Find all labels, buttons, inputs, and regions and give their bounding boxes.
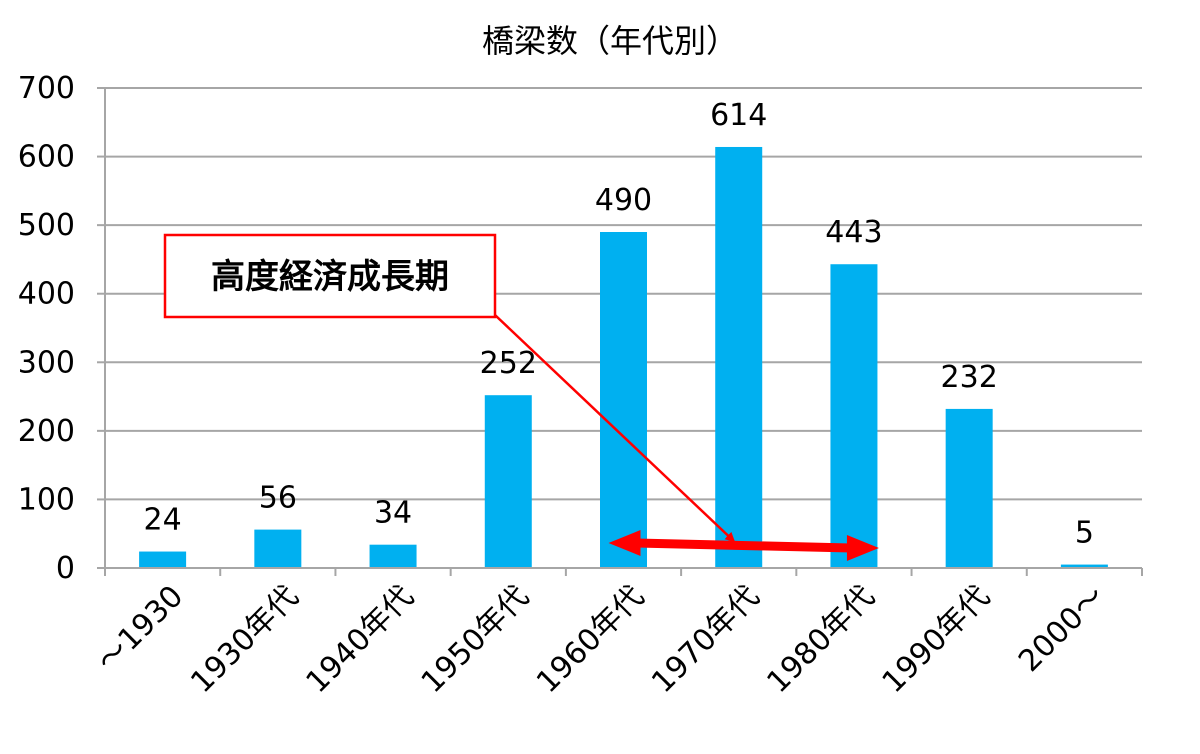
x-tick-label: 2000～ <box>1012 579 1112 679</box>
y-tick-label: 400 <box>18 277 75 312</box>
bar <box>139 551 187 568</box>
y-tick-label: 0 <box>56 551 75 586</box>
data-label: 24 <box>144 503 182 538</box>
bars: 24 56 34 252 490 614 443 232 5 <box>139 98 1108 568</box>
y-tick-label: 200 <box>18 414 75 449</box>
y-axis: 0 100 200 300 400 500 600 700 <box>18 71 106 586</box>
x-tick-label: 1980年代 <box>760 579 881 700</box>
annotation-box <box>163 233 497 319</box>
span-arrow-head-right <box>846 535 879 561</box>
data-label: 232 <box>941 360 998 395</box>
data-label: 443 <box>825 215 882 250</box>
x-tick-label: ～1930 <box>90 579 190 679</box>
data-label: 252 <box>480 346 537 381</box>
y-tick-label: 500 <box>18 208 75 243</box>
data-label: 34 <box>374 496 412 531</box>
annotation: 高度経済成長期 <box>163 233 879 561</box>
x-tick-label: 1940年代 <box>300 579 421 700</box>
annotation-pointer <box>494 314 736 543</box>
span-arrow-head-left <box>608 530 641 556</box>
x-tick-label: 1970年代 <box>645 579 766 700</box>
data-label: 5 <box>1075 516 1094 551</box>
y-tick-label: 100 <box>18 482 75 517</box>
bar <box>830 264 878 568</box>
bar <box>369 544 417 568</box>
x-tick-label: 1930年代 <box>184 579 305 700</box>
annotation-label: 高度経済成長期 <box>211 257 449 297</box>
data-label: 614 <box>710 98 767 133</box>
y-tick-label: 700 <box>18 71 75 106</box>
span-arrow-shaft <box>636 538 852 553</box>
bar <box>1060 564 1108 568</box>
y-tick-label: 600 <box>18 140 75 175</box>
chart-title: 橋梁数（年代別） <box>482 22 738 60</box>
x-tick-label: 1990年代 <box>876 579 997 700</box>
bar <box>484 395 532 568</box>
y-tick-label: 300 <box>18 345 75 380</box>
x-axis: ～19301930年代1940年代1950年代1960年代1970年代1980年… <box>90 567 1143 700</box>
data-label: 490 <box>595 183 652 218</box>
bar <box>254 529 302 568</box>
data-label: 56 <box>259 481 297 516</box>
bar <box>945 408 993 568</box>
bar <box>715 146 763 568</box>
bar <box>600 232 647 568</box>
x-tick-label: 1960年代 <box>530 579 651 700</box>
x-tick-label: 1950年代 <box>415 579 536 700</box>
